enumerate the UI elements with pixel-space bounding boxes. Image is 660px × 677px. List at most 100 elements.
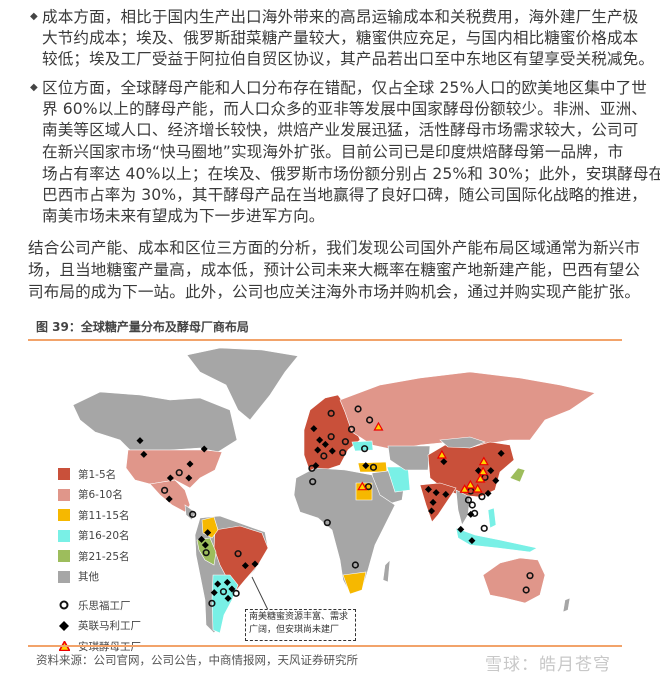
watermark: 雪球：皓月苍穹 — [485, 655, 611, 675]
map-legend: 第1-5名 第6-10名 第11-15名 第16-20名 第21-25名 其他 … — [58, 464, 141, 657]
text-line: 成本方面，相比于国内生产出口海外带来的高昂运输成本和关税费用，海外建厂生产极 — [42, 8, 639, 26]
abmauri-factory-marker — [362, 462, 370, 470]
text-line: 南美等区域人口、经济增长较快，烘焙产业发展迅猛，活性酵母市场需求较大，公司可 — [42, 121, 639, 139]
lesaffre-factory-marker — [189, 510, 197, 518]
abmauri-factory-marker — [228, 585, 236, 593]
abmauri-factory-marker — [166, 474, 174, 482]
source-note: 资料来源：公司官网，公司公告，中商情报网，天风证券研究所 — [36, 653, 358, 667]
legend-item-rank-16-20: 第16-20名 — [58, 526, 141, 547]
lesaffre-factory-marker — [339, 449, 347, 457]
text-line: 巴西市占率为 30%，其干酵母产品在当地赢得了良好口碑，随公司国际化战略的推进， — [42, 186, 647, 204]
lesaffre-factory-marker — [480, 524, 488, 532]
abmauri-factory-marker — [467, 510, 475, 518]
lesaffre-factory-marker — [341, 438, 349, 446]
abmauri-factory-marker — [316, 436, 324, 444]
abmauri-factory-marker — [424, 485, 432, 493]
swatch — [58, 550, 70, 563]
legend-item-rank-1-5: 第1-5名 — [58, 464, 141, 485]
abmauri-factory-marker — [312, 462, 320, 470]
lesaffre-factory-marker — [369, 463, 378, 471]
angel-factory-marker — [373, 421, 384, 431]
swatch — [58, 468, 70, 481]
text-line: 区位方面，全球酵母产能和人口分布存在错配，仅占全球 25%人口的欧美地区集中了世 — [42, 79, 647, 97]
abmauri-factory-marker — [185, 474, 193, 482]
caption-divider — [28, 339, 622, 341]
abmauri-factory-marker — [492, 477, 500, 485]
abmauri-factory-marker — [200, 445, 208, 453]
abmauri-factory-marker — [442, 490, 450, 498]
open-circle-icon — [58, 600, 70, 610]
country-south-africa — [342, 571, 367, 595]
abmauri-factory-marker — [165, 495, 173, 503]
text-line: 场，且当地糖蜜产量高，成本低，预计公司未来大概率在糖蜜产地新建产能，巴西有望公 — [28, 261, 641, 279]
lesaffre-factory-marker — [464, 496, 473, 504]
annotation-leader-line — [251, 576, 269, 611]
country-greenland — [186, 347, 299, 421]
bullet-marker: ◆ — [30, 11, 38, 22]
lesaffre-factory-marker — [478, 493, 486, 501]
text-line: 场占有率达 40%以上；在埃及、俄罗斯市场份额分别占 25%和 30%；此外，安… — [42, 165, 660, 183]
abmauri-factory-marker — [214, 580, 222, 588]
lesaffre-factory-marker — [320, 452, 328, 460]
lesaffre-factory-marker — [468, 501, 476, 509]
legend-item-lesaffre: 乐思福工厂 — [58, 595, 141, 616]
legend-item-abmauri: 英联马利工厂 — [58, 616, 141, 637]
legend-label: 第1-5名 — [78, 468, 117, 481]
swatch — [58, 570, 70, 583]
country-mongolia — [439, 436, 486, 449]
abmauri-factory-marker — [136, 437, 144, 445]
country-canada — [72, 391, 238, 453]
black-diamond-icon — [58, 620, 70, 631]
text-line: 较低；埃及工厂受益于阿拉伯自贸区协议，其产品若出口至中东地区有望享受关税减免。 — [42, 50, 655, 68]
country-madagascar — [382, 559, 391, 583]
country-indonesia — [455, 527, 538, 553]
lesaffre-factory-marker — [522, 586, 530, 594]
source-divider — [28, 645, 622, 647]
angel-factory-marker — [357, 481, 368, 491]
angel-factory-marker — [459, 484, 470, 493]
legend-label: 第11-15名 — [78, 509, 130, 522]
legend-label: 英联马利工厂 — [78, 620, 141, 633]
angel-factory-marker — [465, 479, 476, 489]
legend-item-rank-21-25: 第21-25名 — [58, 546, 141, 567]
bullet-marker: ◆ — [30, 82, 38, 93]
lesaffre-factory-marker — [526, 572, 534, 580]
world-map — [72, 347, 596, 634]
abmauri-factory-marker — [432, 489, 440, 497]
lesaffre-factory-marker — [234, 550, 242, 558]
lesaffre-factory-marker — [364, 483, 373, 491]
lesaffre-factory-marker — [366, 416, 374, 424]
annotation-line: 南美糖蜜资源丰富、需求 — [249, 612, 349, 622]
angel-factory-marker — [436, 449, 447, 459]
abmauri-factory-marker — [201, 541, 209, 549]
abmauri-factory-marker — [440, 458, 448, 466]
legend-item-rank-6-10: 第6-10名 — [58, 485, 141, 506]
text-line: 大节约成本；埃及、俄罗斯甜菜糖产量较大，糖蜜供应充足，与国内相比糖蜜价格成本 — [42, 29, 639, 47]
abmauri-factory-marker — [140, 450, 148, 458]
annotation-box: 南美糖蜜资源丰富、需求 广阔，但安琪尚未建厂 — [245, 609, 356, 641]
angel-factory-marker — [472, 483, 483, 493]
country-japan — [509, 467, 526, 483]
text-line: 在新兴国家市场“快马圈地”实现海外扩张。目前公司已是印度烘焙酵母第一品牌，市 — [42, 143, 624, 161]
lesaffre-factory-marker — [161, 486, 169, 494]
legend-label: 乐思福工厂 — [78, 599, 131, 612]
abmauri-factory-marker — [204, 529, 212, 537]
abmauri-factory-marker — [457, 525, 465, 533]
country-philippines — [487, 507, 497, 529]
abmauri-factory-marker — [314, 446, 322, 454]
lesaffre-factory-marker — [175, 469, 183, 477]
abmauri-factory-marker — [224, 594, 232, 602]
abmauri-factory-marker — [223, 578, 231, 586]
abmauri-factory-marker — [497, 449, 505, 457]
abmauri-factory-marker — [428, 507, 436, 515]
country-nz — [562, 597, 571, 613]
abmauri-factory-marker — [487, 467, 495, 475]
abmauri-factory-marker — [241, 562, 249, 570]
abmauri-factory-marker — [310, 425, 318, 433]
text-line: 南美市场未来有望成为下一步进军方向。 — [42, 207, 325, 225]
lesaffre-factory-marker — [202, 549, 210, 557]
lesaffre-factory-marker — [219, 588, 228, 596]
swatch — [58, 509, 70, 522]
swatch — [58, 488, 70, 501]
lesaffre-factory-marker — [232, 589, 240, 597]
